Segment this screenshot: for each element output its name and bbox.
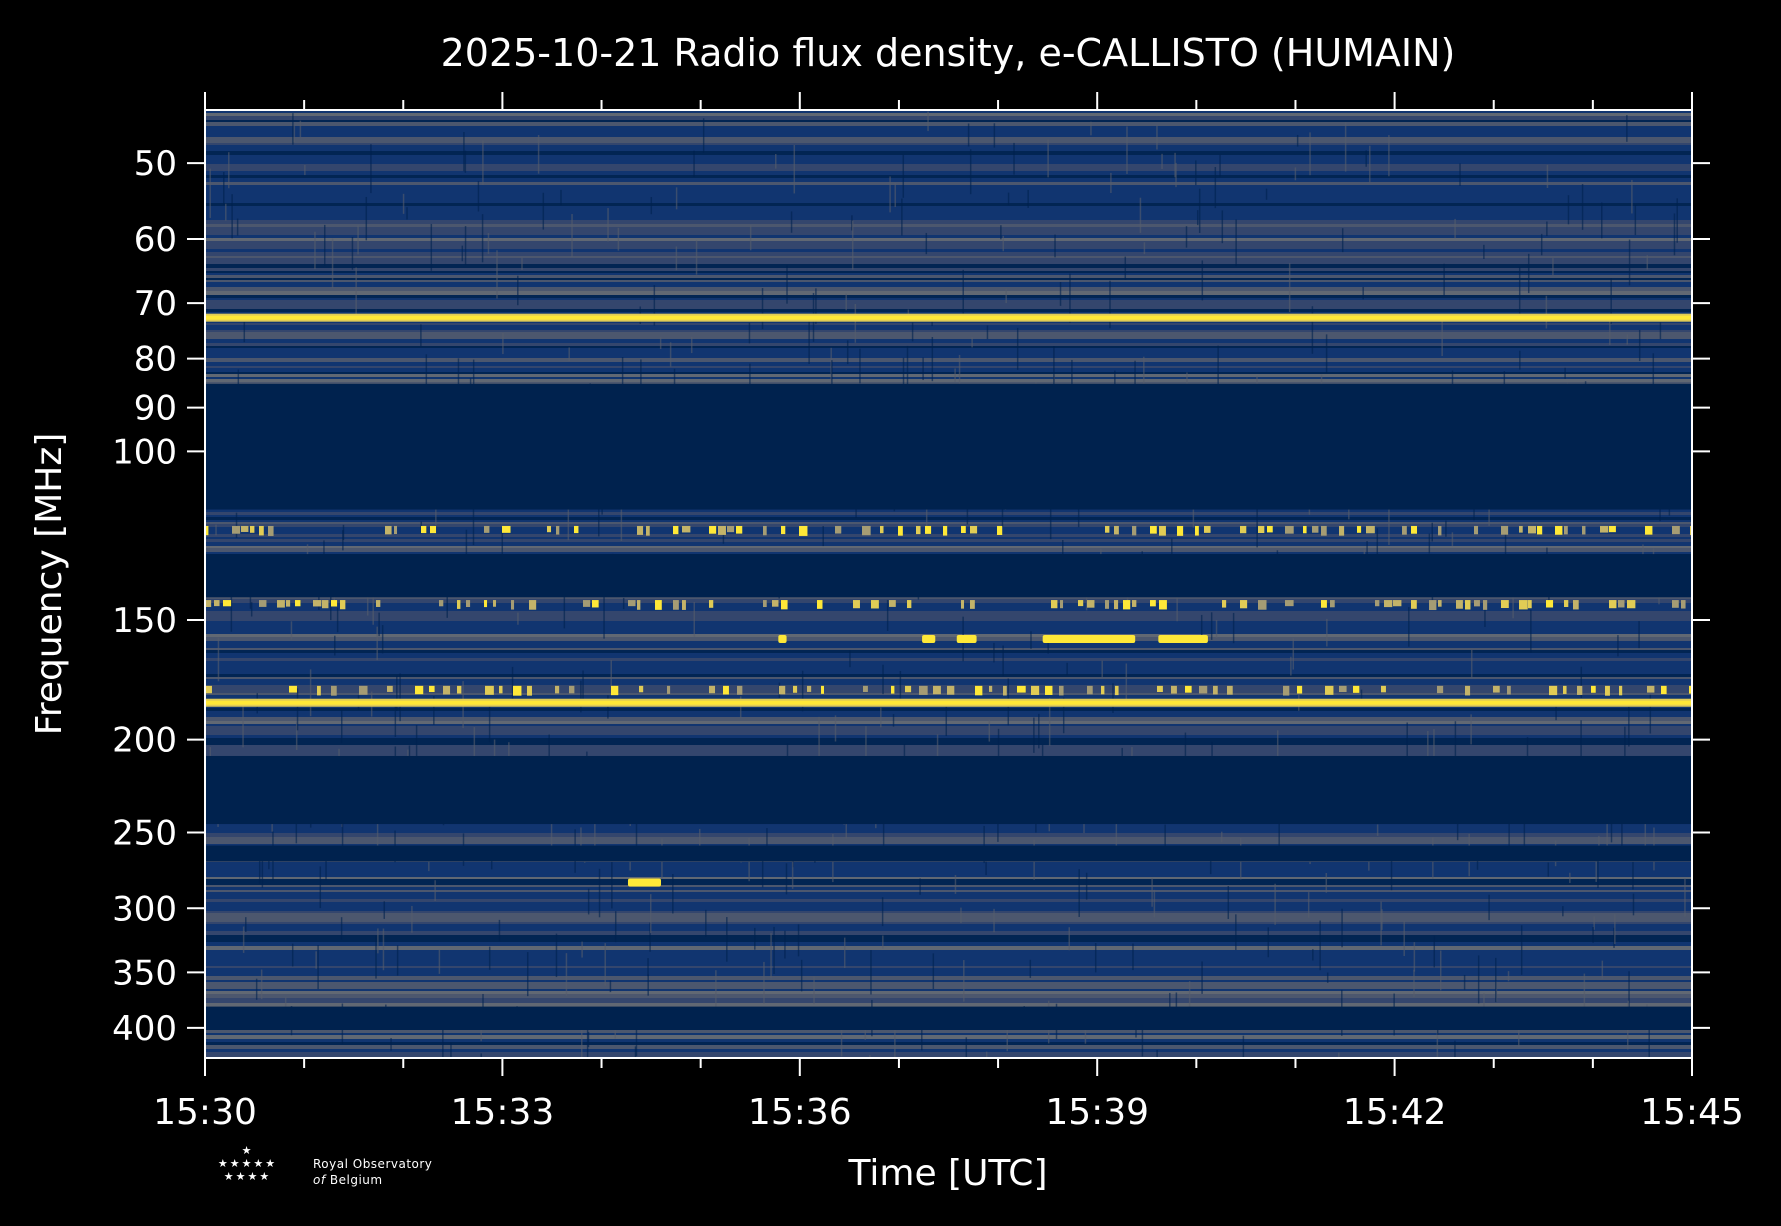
star-crest-icon: ★ ★★★★★ ★★★★ xyxy=(217,1144,278,1183)
x-tick-label-4: 15:42 xyxy=(1343,1092,1447,1133)
masked-band-4 xyxy=(205,1006,1692,1030)
y-tick-label-3: 80 xyxy=(134,340,177,380)
logo-line2: Belgium xyxy=(329,1173,383,1187)
logo-line1: Royal Observatory xyxy=(313,1157,433,1171)
y-tick-label-4: 90 xyxy=(134,389,177,429)
y-tick-label-7: 200 xyxy=(112,721,177,761)
masked-band-2 xyxy=(205,755,1692,825)
masked-band-3 xyxy=(205,845,1692,862)
masked-band-1 xyxy=(205,554,1692,598)
y-tick-label-11: 400 xyxy=(112,1009,177,1049)
y-tick-label-5: 100 xyxy=(112,432,177,472)
y-tick-label-1: 60 xyxy=(134,220,177,260)
burst-2 xyxy=(956,635,977,644)
burst-0 xyxy=(778,635,787,644)
logo-text: Royal Observatory of Belgium xyxy=(313,1156,432,1188)
x-axis-label: Time [UTC] xyxy=(847,1153,1047,1194)
bright-line-3 xyxy=(205,600,1686,611)
chart-title: 2025-10-21 Radio flux density, e-CALLIST… xyxy=(441,31,1456,75)
x-tick-label-5: 15:45 xyxy=(1640,1092,1744,1133)
royal-observatory-logo: ★ ★★★★★ ★★★★ Royal Observatory of Belgium xyxy=(205,1144,465,1194)
bright-line-0 xyxy=(205,313,1692,322)
y-tick-label-9: 300 xyxy=(112,889,177,929)
burst-5 xyxy=(627,878,662,887)
x-tick-label-3: 15:39 xyxy=(1045,1092,1149,1133)
plot-frame xyxy=(204,109,1693,1059)
y-tick-label-2: 70 xyxy=(134,284,177,324)
y-tick-label-8: 250 xyxy=(112,813,177,853)
y-axis-label: Frequency [MHz] xyxy=(29,433,70,736)
bright-line-4 xyxy=(205,685,1692,696)
y-tick-label-0: 50 xyxy=(134,144,177,184)
logo-line2-prefix: of xyxy=(313,1173,326,1187)
plot-area xyxy=(205,110,1692,1058)
bright-line-1 xyxy=(205,698,1692,707)
y-tick-label-10: 350 xyxy=(112,953,177,993)
burst-1 xyxy=(922,635,936,644)
y-tick-label-6: 150 xyxy=(112,601,177,641)
bright-line-2 xyxy=(205,525,1692,536)
burst-4 xyxy=(1158,635,1208,644)
x-tick-label-2: 15:36 xyxy=(748,1092,852,1133)
x-tick-label-0: 15:30 xyxy=(153,1092,257,1133)
masked-band-0 xyxy=(205,383,1692,510)
x-axis: 15:30 15:33 15:36 15:39 15:42 15:45 xyxy=(153,92,1744,1133)
burst-3 xyxy=(1042,635,1136,644)
x-tick-label-1: 15:33 xyxy=(451,1092,555,1133)
